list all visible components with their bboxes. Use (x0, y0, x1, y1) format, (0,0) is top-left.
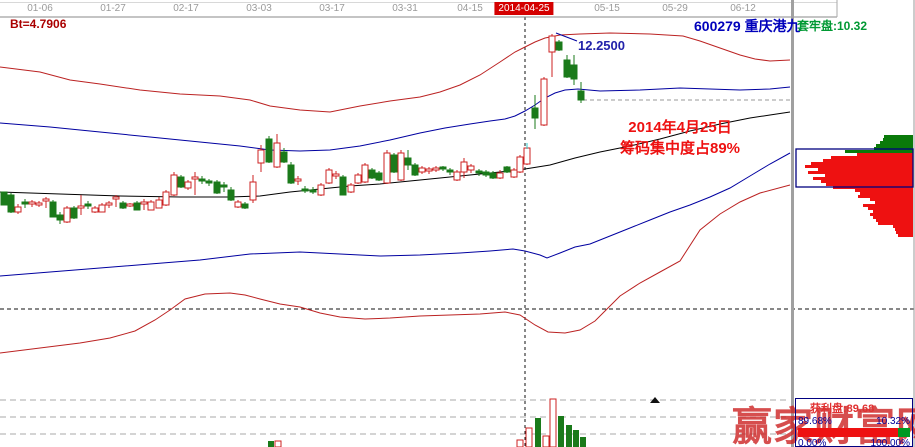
grid-layer (0, 17, 914, 447)
bands-layer (0, 32, 791, 354)
profit-right-pct: 10.32% (876, 416, 910, 427)
axis-date-label: 02-17 (173, 3, 199, 14)
leader-layer (555, 32, 578, 42)
axis-date-label: 03-03 (246, 3, 272, 14)
profit-title: 获利盘:89.68 (810, 403, 875, 415)
axis-date-label: 06-12 (730, 3, 756, 14)
profit-panel: 获利盘:89.68 89.68% 10.32% 0.00% 100.00% (795, 398, 913, 447)
gauge-min-label: 0.00% (798, 438, 827, 447)
profit-gauge (798, 428, 910, 437)
axis-date-label: 04-15 (457, 3, 483, 14)
axis-date-label: 01-27 (100, 3, 126, 14)
profit-left-pct: 89.68% (798, 416, 832, 427)
stock-title: 600279 重庆港九 (694, 18, 801, 34)
axis-date-label: 03-31 (392, 3, 418, 14)
price-callout: 12.2500 (578, 38, 625, 53)
date-axis: 01-06 01-27 02-17 03-03 03-17 03-31 04-15 2014-… (0, 0, 915, 17)
volume-layer (268, 398, 586, 447)
annotation-concentration-line: 筹码集中度占89% (619, 140, 741, 157)
selected-date-marker: 2014-04-25 (494, 2, 554, 15)
axis-date-label: 05-29 (662, 3, 688, 14)
watermark: 赢家财富网 (732, 404, 915, 447)
axis-date-label: 01-06 (27, 3, 53, 14)
chip-distribution-layer (795, 135, 914, 237)
profit-gauge-green-bar (898, 428, 910, 437)
trapped-position-label: 套牢盘:10.32 (797, 19, 868, 33)
bt-indicator-label: Bt=4.7906 (10, 17, 67, 31)
annotation-date-line: 2014年4月25日 (628, 119, 732, 136)
candles-layer (0, 34, 585, 224)
axis-date-label: 05-15 (594, 3, 620, 14)
profit-gauge-red-bar (798, 428, 899, 437)
axis-date-label: 03-17 (319, 3, 345, 14)
marker-layer (650, 397, 660, 403)
chip-annotation: 2014年4月25日 筹码集中度占89% (600, 117, 760, 159)
gauge-max-label: 100.00% (870, 438, 910, 447)
